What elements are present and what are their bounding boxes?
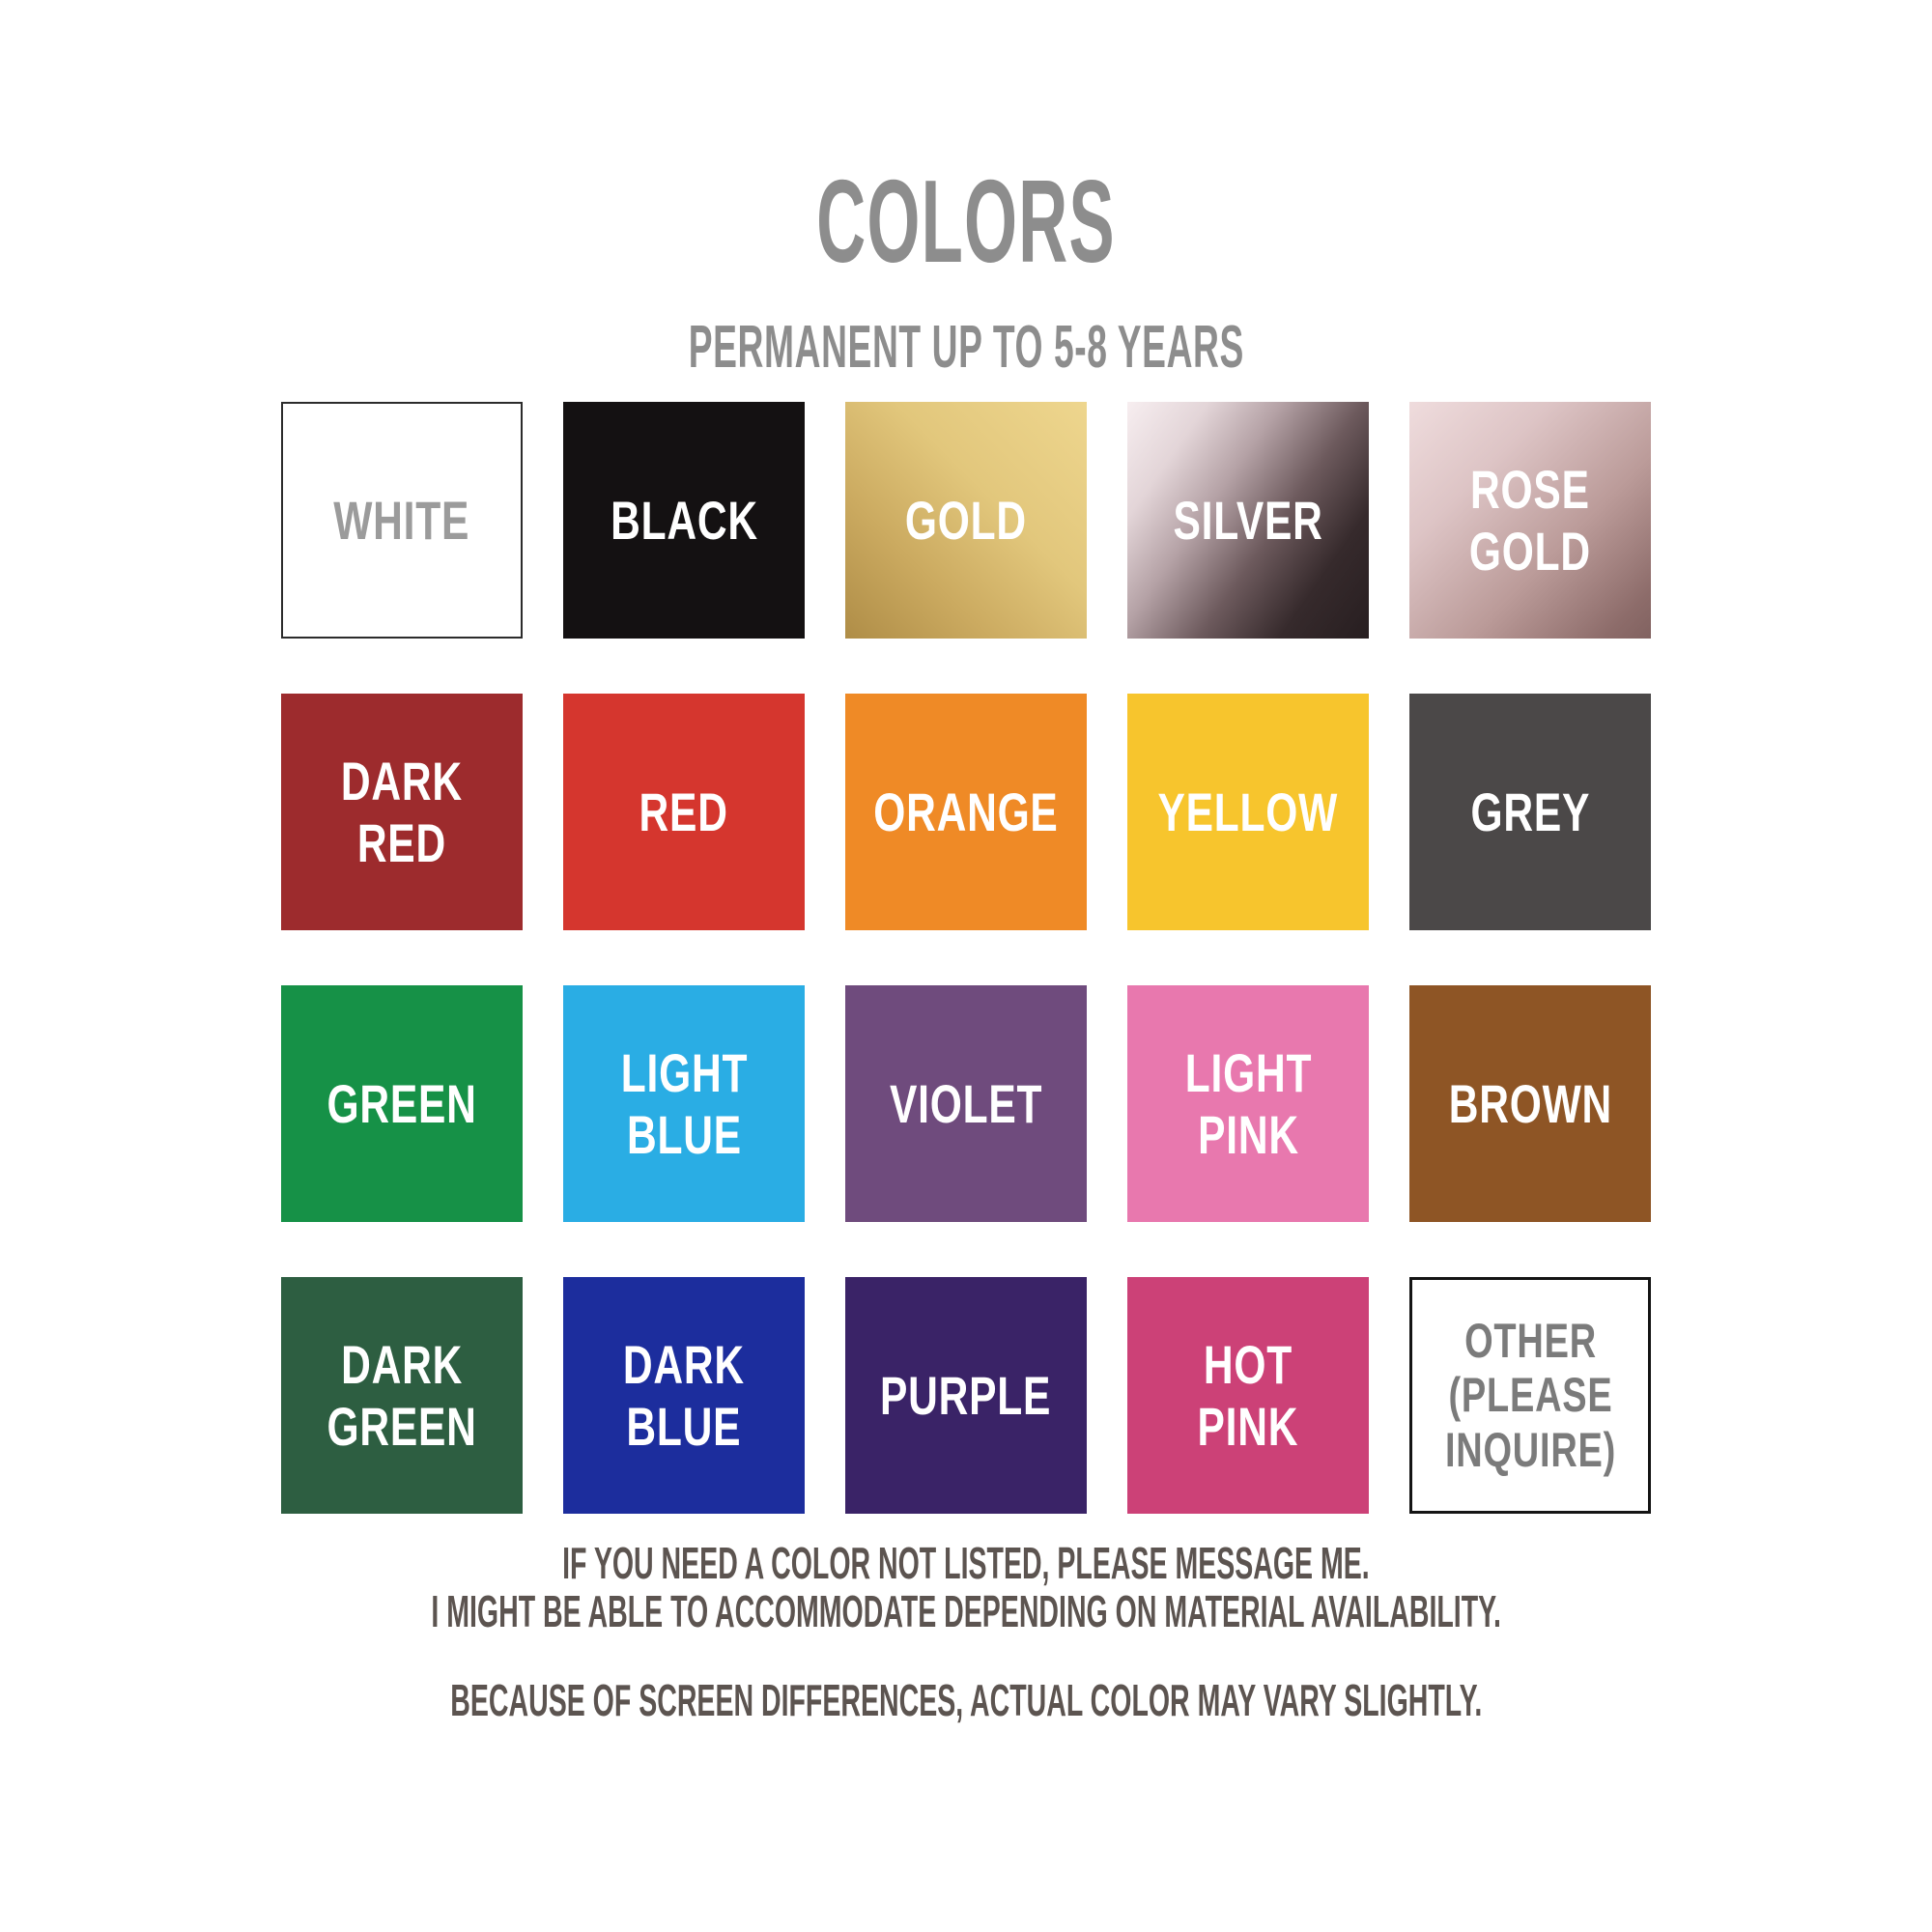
swatch-label: PURPLE: [880, 1364, 1052, 1426]
swatch-dark-red: DARK RED: [281, 694, 523, 930]
swatch-label: YELLOW: [1157, 781, 1339, 842]
swatch-label: HOT PINK: [1197, 1334, 1299, 1457]
footer-note: IF YOU NEED A COLOR NOT LISTED, PLEASE M…: [0, 1539, 1932, 1724]
swatch-label: ORANGE: [873, 781, 1059, 842]
swatch-dark-green: DARK GREEN: [281, 1277, 523, 1514]
swatch-yellow: YELLOW: [1127, 694, 1369, 930]
swatch-violet: VIOLET: [845, 985, 1087, 1222]
footer-line-3-text: BECAUSE OF SCREEN DIFFERENCES, ACTUAL CO…: [449, 1675, 1483, 1725]
swatch-label: VIOLET: [889, 1072, 1043, 1134]
swatch-label: WHITE: [333, 489, 470, 551]
swatch-label: DARK BLUE: [623, 1334, 745, 1457]
swatch-label: RED: [639, 781, 729, 842]
swatch-label: GREEN: [327, 1072, 477, 1134]
swatch-label: GOLD: [905, 489, 1027, 551]
footer-line-1: IF YOU NEED A COLOR NOT LISTED, PLEASE M…: [0, 1539, 1932, 1587]
swatch-green: GREEN: [281, 985, 523, 1222]
swatch-grey: GREY: [1409, 694, 1651, 930]
swatch-label: DARK RED: [341, 751, 463, 873]
swatch-brown: BROWN: [1409, 985, 1651, 1222]
swatch-label: BLACK: [610, 489, 758, 551]
swatch-light-blue: LIGHT BLUE: [563, 985, 805, 1222]
page-title-text: COLORS: [816, 156, 1116, 287]
swatch-label: LIGHT PINK: [1184, 1042, 1312, 1165]
swatch-label: OTHER (PLEASE INQUIRE): [1444, 1313, 1616, 1477]
swatch-white: WHITE: [281, 402, 523, 639]
page-subtitle-text: PERMANENT UP TO 5-8 YEARS: [688, 314, 1244, 381]
swatch-label: SILVER: [1173, 489, 1323, 551]
swatch-purple: PURPLE: [845, 1277, 1087, 1514]
swatch-label: GREY: [1470, 781, 1590, 842]
swatch-orange: ORANGE: [845, 694, 1087, 930]
footer-line-2: I MIGHT BE ABLE TO ACCOMMODATE DEPENDING…: [0, 1587, 1932, 1635]
swatch-label: DARK GREEN: [327, 1334, 477, 1457]
swatch-light-pink: LIGHT PINK: [1127, 985, 1369, 1222]
swatch-rose-gold: ROSE GOLD: [1409, 402, 1651, 639]
swatch-silver: SILVER: [1127, 402, 1369, 639]
page-title: COLORS: [0, 162, 1932, 280]
swatch-label: LIGHT BLUE: [620, 1042, 748, 1165]
swatch-dark-blue: DARK BLUE: [563, 1277, 805, 1514]
swatch-label: ROSE GOLD: [1469, 459, 1591, 582]
footer-line-3: BECAUSE OF SCREEN DIFFERENCES, ACTUAL CO…: [0, 1676, 1932, 1724]
swatch-gold: GOLD: [845, 402, 1087, 639]
swatch-red: RED: [563, 694, 805, 930]
swatch-other: OTHER (PLEASE INQUIRE): [1409, 1277, 1651, 1514]
footer-line-1-text: IF YOU NEED A COLOR NOT LISTED, PLEASE M…: [562, 1538, 1370, 1588]
page-subtitle: PERMANENT UP TO 5-8 YEARS: [0, 318, 1932, 378]
swatch-black: BLACK: [563, 402, 805, 639]
swatch-hot-pink: HOT PINK: [1127, 1277, 1369, 1514]
swatch-grid: WHITE BLACK GOLD SILVER ROSE GOLD DARK R…: [281, 402, 1651, 1514]
footer-line-2-text: I MIGHT BE ABLE TO ACCOMMODATE DEPENDING…: [431, 1586, 1501, 1636]
swatch-label: BROWN: [1448, 1072, 1612, 1134]
